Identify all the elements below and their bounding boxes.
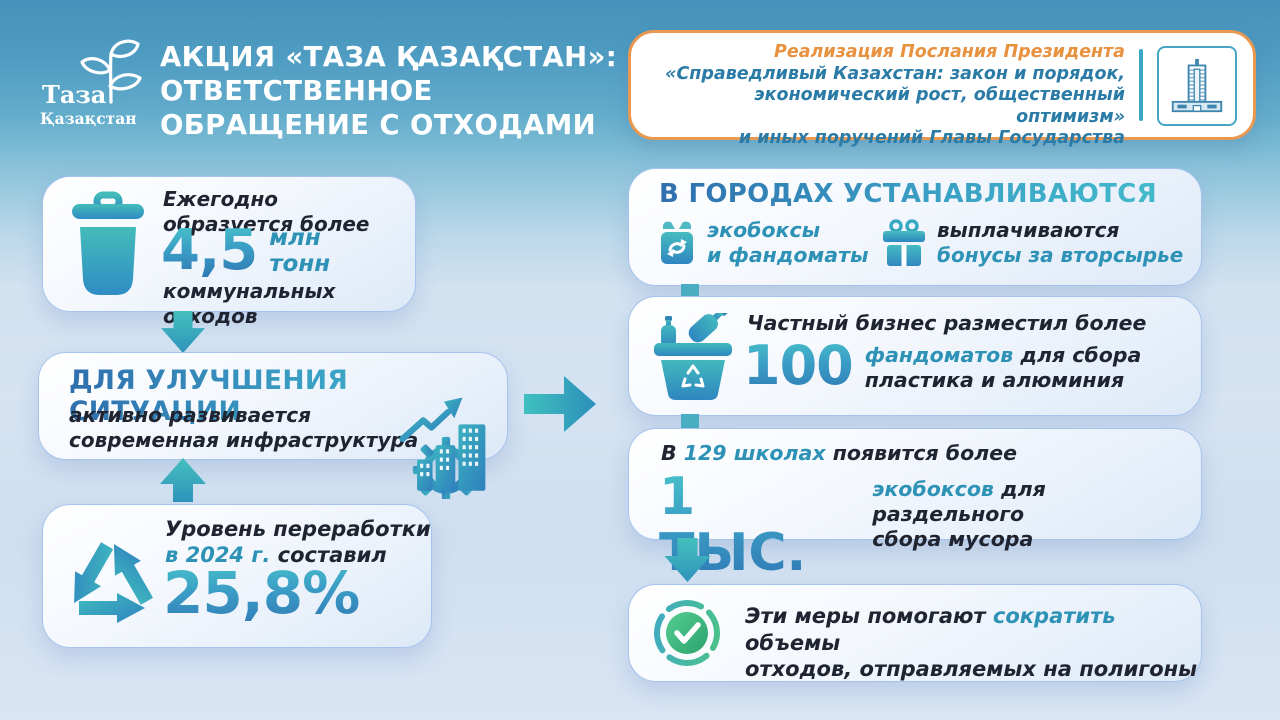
outcome-line2: отходов, отправляемых на полигоны (745, 657, 1198, 681)
cities-item2-line1: выплачиваются (937, 218, 1120, 243)
down-arrow-icon (664, 538, 711, 582)
waste-lead-line1: Ежегодно (163, 187, 279, 211)
outcome-after-accent: объемы (745, 630, 841, 655)
ecobox-icon (661, 221, 693, 264)
business-after-accent: для сбора (1020, 343, 1142, 367)
mandate-line4: и иных поручений Главы Государства (738, 128, 1125, 148)
waste-lead: Ежегодно образуется более (163, 187, 369, 236)
page-title-line2: ОТВЕТСТВЕННОЕ (160, 75, 433, 107)
recycle-basket-icon (654, 313, 732, 400)
mandate-line3: экономический рост, общественный оптимиз… (754, 85, 1125, 127)
situation-title: ДЛЯ УЛУЧШЕНИЯ СИТУАЦИИ (69, 365, 507, 427)
mandate-text: Реализация Послания Президента «Справедл… (645, 42, 1125, 150)
schools-side-text: экобоксов для раздельного сбора мусора (872, 477, 1201, 581)
buildings-glyph (417, 424, 486, 491)
cities-item1-text: экобоксы и фандоматы (707, 218, 869, 268)
recycling-line2: в 2024 г. составил (165, 543, 387, 568)
outcome-before-accent: Эти меры помогают (745, 604, 986, 628)
sprout-icon (80, 39, 142, 104)
schools-before-accent: В (661, 441, 677, 465)
card-private-business: Частный бизнес разместил более 100 фандо… (628, 296, 1202, 416)
waste-unit-line2: тонн (269, 251, 331, 277)
standing-bottle-glyph (661, 316, 676, 347)
outcome-accent: сократить (992, 604, 1116, 628)
card-improve-situation: ДЛЯ УЛУЧШЕНИЯ СИТУАЦИИ активно развивает… (38, 352, 508, 499)
schools-line1: В 129 школах появится более (661, 441, 1017, 466)
tilted-bottle-glyph (688, 313, 728, 343)
mandate-line1: Реализация Послания Президента (774, 42, 1125, 62)
recycle-icon (74, 542, 153, 623)
schools-accent1: 129 школах (683, 441, 826, 465)
waste-lead-line2: образуется более (163, 211, 370, 236)
schools-line2: сбора мусора (872, 527, 1034, 551)
waste-units: млн тонн (269, 225, 330, 277)
business-accent: фандоматов (864, 343, 1014, 367)
down-arrow-icon (161, 311, 205, 353)
cities-item1-line2: и фандоматы (707, 243, 869, 267)
business-value-row: 100 фандоматов для сбора пластика и алюм… (743, 337, 1141, 395)
situation-lines: активно развивается современная инфрастр… (69, 403, 418, 452)
card-cities-install: В ГОРОДАХ УСТАНАВЛИВАЮТСЯ экобоксы и фан… (628, 168, 1202, 286)
connector-bar (681, 284, 699, 297)
business-line2: пластика и алюминия (864, 368, 1125, 392)
cities-item2-text: выплачиваются бонусы за вторсырье (937, 218, 1183, 268)
waste-value: 4,5 (161, 218, 258, 283)
recycling-line2-rest: составил (277, 543, 387, 567)
gift-icon (883, 219, 925, 266)
cities-item-bonuses: выплачиваются бонусы за вторсырье (881, 217, 1183, 269)
business-side-text: фандоматов для сбора пластика и алюминия (865, 343, 1142, 395)
recycling-value: 25,8% (163, 559, 360, 627)
business-value: 100 (743, 334, 854, 397)
check-circle-icon (654, 600, 720, 666)
right-arrow-icon (524, 376, 596, 432)
cities-title: В ГОРОДАХ УСТАНАВЛИВАЮТСЯ (659, 179, 1157, 209)
card-annual-waste: Ежегодно образуется более 4,5 млн тонн к… (42, 176, 416, 328)
card-outcome: Эти меры помогают сократить объемы отход… (628, 584, 1202, 682)
tower-glyph (1171, 58, 1223, 113)
logo-wordmark-line1: Таза (42, 80, 107, 109)
mandate-box: Реализация Послания Президента «Справедл… (628, 30, 1256, 148)
waste-value-row: 4,5 млн тонн (161, 218, 330, 283)
situation-line1: активно развивается (69, 403, 311, 427)
mandate-line2: «Справедливый Казахстан: закон и порядок… (665, 63, 1125, 84)
schools-accent2: экобоксов (872, 477, 994, 501)
growth-arrow-glyph (399, 397, 463, 443)
cities-item1-line1: экобоксы (707, 218, 821, 242)
page-title-line1: АКЦИЯ «ТАЗА ҚАЗАҚСТАН»: (160, 41, 618, 73)
recycling-line1: Уровень переработки (165, 517, 431, 541)
page-title-line3: ОБРАЩЕНИЕ С ОТХОДАМИ (160, 109, 597, 141)
outcome-text: Эти меры помогают сократить объемы отход… (745, 603, 1201, 683)
cities-item2-line2: бонусы за вторсырье (937, 242, 1184, 267)
card-recycling-rate: Уровень переработки в 2024 г. составил 2… (42, 504, 432, 648)
recycling-accent-year: в 2024 г. (165, 543, 271, 567)
schools-value-row: 1 ТЫС. экобоксов для раздельного сбора м… (659, 469, 1201, 581)
mandate-divider (1139, 49, 1143, 121)
city-growth-gear-icon (399, 397, 486, 499)
up-arrow-icon (160, 458, 206, 502)
basket-recycle-marks (681, 364, 705, 388)
schools-after-accent2: для раздельного (872, 477, 1046, 526)
card-schools-ecoboxes: В 129 школах появится более 1 ТЫС. экобо… (628, 428, 1202, 581)
business-line1: Частный бизнес разместил более (747, 311, 1147, 335)
logo-wordmark-line2: Қазақстан (40, 109, 137, 128)
page-title: АКЦИЯ «ТАЗА ҚАЗАҚСТАН»: ОТВЕТСТВЕННОЕ ОБ… (160, 40, 617, 142)
situation-line2: современная инфраструктура (69, 427, 419, 452)
schools-after-accent: появится более (832, 441, 1018, 465)
government-tower-icon (1157, 46, 1237, 126)
connector-bar (681, 414, 699, 429)
waste-unit-line1: млн (269, 225, 321, 251)
cities-item-ecoboxes: экобоксы и фандоматы (657, 217, 869, 269)
trash-bin-icon (72, 191, 144, 295)
